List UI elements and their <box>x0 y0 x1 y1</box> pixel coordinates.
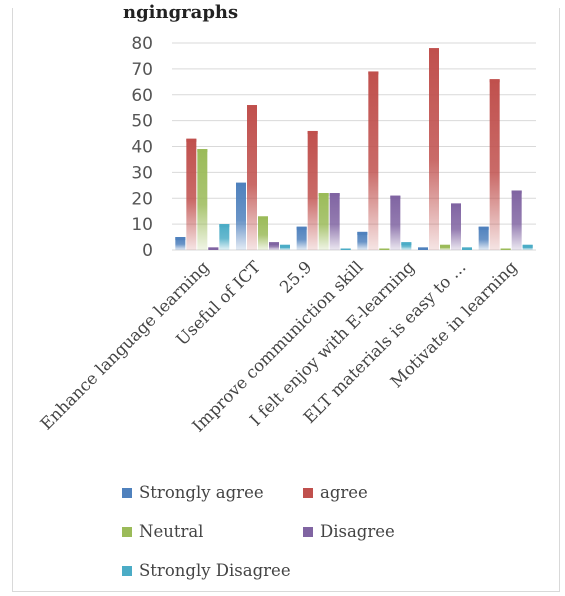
legend-label: Strongly agree <box>139 483 264 502</box>
legend-label: Strongly Disagree <box>139 561 291 580</box>
bar-strongly-agree <box>236 182 246 250</box>
bar-cap <box>236 182 246 186</box>
y-tick-label: 40 <box>131 138 153 158</box>
bar-cap <box>462 247 472 250</box>
bar-strongly-agree <box>357 231 368 250</box>
bar-disagree <box>269 242 279 250</box>
bar-cap <box>186 138 197 142</box>
bar-cap <box>357 231 368 235</box>
bar-neutral <box>197 149 208 250</box>
bar-cap <box>401 242 412 246</box>
bars <box>175 48 533 251</box>
bar-neutral <box>258 216 268 250</box>
bar-strongly-agree <box>478 226 489 250</box>
bar-cap <box>175 237 186 241</box>
bar-disagree <box>511 190 522 250</box>
legend-swatch <box>303 488 313 498</box>
top-caption: ngingraphs <box>123 2 239 23</box>
bar-cap <box>489 79 500 83</box>
y-tick-label: 80 <box>131 34 153 54</box>
y-tick-label: 70 <box>131 60 153 80</box>
y-tick-label: 60 <box>131 86 153 106</box>
bar-cap <box>329 193 340 197</box>
y-tick-label: 20 <box>131 189 153 209</box>
bar-cap <box>440 244 450 248</box>
bar-agree <box>247 105 257 250</box>
bar-cap <box>500 248 511 250</box>
bar-strongly-disagree <box>219 224 230 250</box>
bar-cap <box>429 48 439 52</box>
bar-cap <box>451 203 461 207</box>
y-tick-label: 50 <box>131 112 153 132</box>
bar-cap <box>478 226 489 230</box>
category-label: 25.9 <box>276 257 315 296</box>
bar-cap <box>307 130 318 134</box>
bar-agree <box>429 48 439 250</box>
bar-agree <box>489 79 500 250</box>
legend-swatch <box>122 488 132 498</box>
bar-cap <box>280 244 290 248</box>
bar-cap <box>418 247 428 250</box>
legend-label: Neutral <box>139 522 203 541</box>
bar-cap <box>379 248 390 250</box>
bar-cap <box>197 149 208 153</box>
legend-label: Disagree <box>320 522 395 541</box>
legend: Strongly agree agree Neutral Disagree Strong… <box>122 483 395 580</box>
bar-agree <box>368 71 379 251</box>
bar-cap <box>247 105 257 109</box>
bar-cap <box>340 248 351 250</box>
legend-label: agree <box>320 483 368 502</box>
bar-cap <box>368 71 379 75</box>
bar-neutral <box>318 193 329 250</box>
y-tick-label: 30 <box>131 163 153 183</box>
y-tick-label: 10 <box>131 215 153 235</box>
bar-strongly-agree <box>296 226 307 250</box>
bar-cap <box>511 190 522 194</box>
legend-swatch <box>122 527 132 537</box>
bar-cap <box>522 244 533 248</box>
legend-swatch <box>303 527 313 537</box>
y-tick-label: 0 <box>142 241 153 261</box>
bar-cap <box>219 224 230 228</box>
legend-swatch <box>122 566 132 576</box>
bar-disagree <box>390 195 401 250</box>
bar-strongly-agree <box>175 237 186 250</box>
bar-strongly-disagree <box>401 242 412 250</box>
bar-cap <box>318 193 329 197</box>
bar-cap <box>390 195 401 199</box>
bar-cap <box>296 226 307 230</box>
bar-disagree <box>329 193 340 250</box>
bar-disagree <box>451 203 461 250</box>
y-axis-ticks: 0 10 20 30 40 50 60 70 80 <box>131 34 153 261</box>
gridlines <box>172 42 536 251</box>
bar-agree <box>307 130 318 250</box>
bar-cap <box>269 242 279 246</box>
chart-frame: ngingraphs <box>12 2 560 592</box>
bar-agree <box>186 138 197 250</box>
bar-cap <box>258 216 268 220</box>
bar-cap <box>208 247 219 250</box>
